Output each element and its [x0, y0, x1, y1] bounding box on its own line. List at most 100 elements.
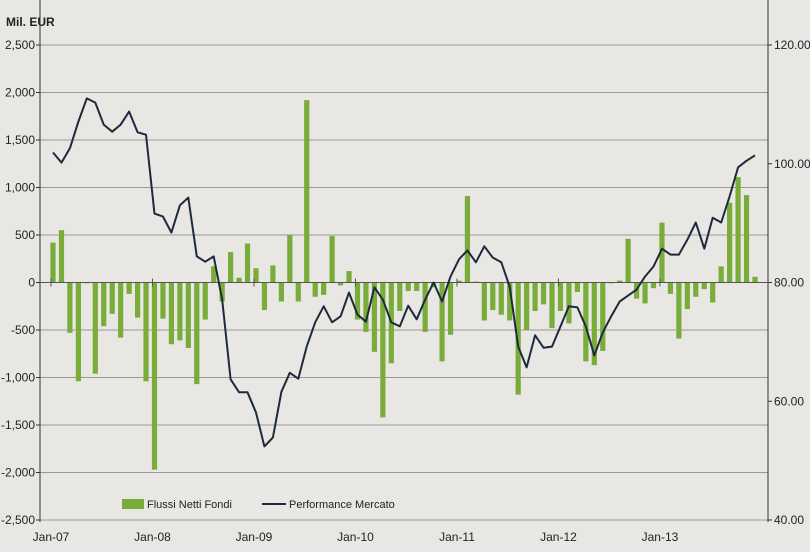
bar [515, 282, 521, 395]
bar [701, 282, 707, 290]
left-tick-label: 1,500 [5, 133, 35, 147]
bar [371, 282, 377, 352]
bar [414, 282, 420, 292]
line-series [52, 97, 756, 448]
bar [337, 282, 344, 286]
left-tick-label: 2,000 [5, 86, 35, 100]
left-tick-label: 1,000 [5, 181, 35, 195]
bar [126, 282, 132, 294]
bar [143, 282, 149, 382]
bar [202, 282, 208, 320]
x-tick-label: Jan-13 [642, 530, 679, 544]
bar [490, 282, 496, 311]
bar [109, 282, 115, 314]
bar [261, 282, 268, 311]
bar [735, 177, 741, 283]
bar [405, 282, 411, 292]
bar [600, 282, 606, 351]
chart-title: Mil. EUR [6, 15, 55, 29]
bar [67, 282, 73, 333]
left-axis-ticks: 2,500 2,000 1,500 1,000 500 0 -500 -1,000 -1,500… [1, 0, 41, 527]
x-tick-label: Jan-12 [540, 530, 577, 544]
bar [540, 282, 547, 305]
bar [659, 222, 665, 283]
legend-swatch-bar [122, 499, 144, 509]
bar [625, 238, 631, 283]
bar [464, 196, 471, 283]
bar [676, 282, 682, 339]
bar [346, 271, 352, 283]
bar [151, 282, 158, 470]
legend-label-line: Performance Mercato [289, 499, 395, 511]
left-tick-label: -1,000 [1, 371, 35, 385]
bar [134, 282, 141, 318]
bar [168, 282, 175, 345]
bar [439, 282, 445, 362]
left-tick-label: -2,500 [1, 513, 35, 527]
x-tick-label: Jan-08 [134, 530, 171, 544]
legend-label-bar: Flussi Netti Fondi [147, 499, 232, 511]
right-tick-label: 100.00 [774, 157, 810, 171]
bar [50, 242, 56, 283]
left-tick-label: -500 [11, 323, 35, 337]
bar [566, 282, 572, 324]
bar [287, 235, 293, 283]
bar [447, 282, 454, 335]
bar [507, 282, 513, 321]
left-tick-label: 2,500 [5, 38, 35, 52]
bar [363, 282, 369, 332]
bar [236, 277, 242, 283]
bar [684, 282, 690, 310]
left-tick-label: 500 [15, 228, 35, 242]
bar [617, 280, 623, 283]
left-tick-label: 0 [28, 276, 35, 290]
x-tick-label: Jan-09 [236, 530, 273, 544]
bar [574, 282, 580, 292]
bar [228, 252, 234, 283]
right-axis-ticks: 120.00 100.00 80.00 60.00 40.00 [767, 0, 810, 527]
legend: Flussi Netti Fondi Performance Mercato [122, 499, 395, 511]
right-tick-label: 60.00 [774, 394, 804, 408]
bar [583, 282, 589, 362]
bar [549, 282, 555, 329]
bar [481, 282, 487, 321]
right-tick-label: 40.00 [774, 513, 804, 527]
bar [380, 282, 386, 418]
bar [650, 282, 657, 289]
bar [354, 282, 361, 320]
bar [710, 282, 716, 303]
right-tick-label: 80.00 [774, 276, 804, 290]
left-tick-label: -1,500 [1, 418, 35, 432]
bar [498, 282, 504, 315]
bar [642, 282, 648, 304]
bar [718, 266, 724, 283]
bar [591, 282, 597, 366]
bar [743, 195, 750, 283]
bar [75, 282, 81, 382]
bar [101, 282, 107, 327]
bar [58, 230, 65, 283]
bar [295, 282, 301, 302]
bar [160, 282, 166, 319]
bar [92, 282, 98, 374]
bar [667, 282, 674, 294]
bar [304, 100, 310, 283]
bar [211, 266, 217, 283]
bar [557, 282, 564, 311]
bar [321, 282, 327, 295]
left-tick-label: -2,000 [1, 466, 35, 480]
bar [312, 282, 318, 297]
performance-line [52, 97, 756, 448]
bar [118, 282, 124, 338]
x-tick-label: Jan-11 [439, 530, 475, 544]
bar [219, 282, 225, 302]
bar [194, 282, 200, 385]
bar [532, 282, 538, 311]
x-tick-label: Jan-10 [337, 530, 374, 544]
right-tick-label: 120.00 [774, 38, 810, 52]
bar [727, 202, 733, 283]
bar [693, 282, 699, 297]
bar-series [40, 100, 768, 470]
bar [329, 235, 335, 283]
